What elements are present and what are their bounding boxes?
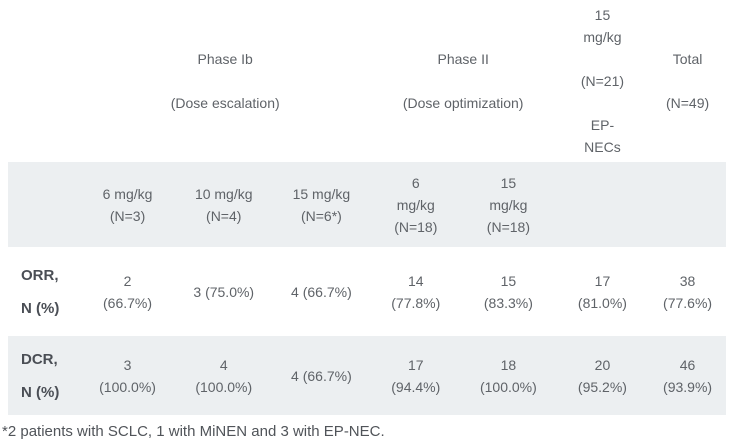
- phase-header-row: Phase Ib (Dose escalation) Phase II (Dos…: [8, 0, 726, 162]
- dcr-value-cell: 4 (100.0%): [195, 356, 253, 395]
- dose-header-6mgkg-n18-cell: 6 mg/kg (N=18): [394, 174, 438, 235]
- dose-header-15mgkg-n18-cell: 15 mg/kg (N=18): [486, 174, 530, 235]
- orr-value-cell: 17 (81.0%): [577, 272, 627, 311]
- dose-header-row: 6 mg/kg (N=3) 10 mg/kg (N=4) 15 mg/kg (N…: [8, 162, 726, 247]
- orr-row-label: ORR, N (%): [21, 266, 60, 317]
- orr-value-cell: 38 (77.6%): [663, 272, 713, 311]
- table-footnote: *2 patients with SCLC, 1 with MiNEN and …: [2, 423, 385, 440]
- orr-table-row: ORR, N (%) 2 (66.7%) 3 (75.0%) 4 (66.7%)…: [8, 247, 726, 336]
- dcr-value-cell: 46 (93.9%): [663, 356, 713, 395]
- dcr-value-cell: 18 (100.0%): [479, 356, 537, 395]
- orr-value-cell: 2 (66.7%): [103, 272, 153, 311]
- dcr-value-cell: 20 (95.2%): [577, 356, 627, 395]
- dose-header-6mgkg-n3-cell: 6 mg/kg (N=3): [102, 185, 153, 224]
- dose-header-empty-cell: [8, 162, 80, 247]
- dose-header-15mgkg-n6-cell: 15 mg/kg (N=6*): [292, 185, 351, 224]
- dose-header-empty-cell: [556, 162, 649, 247]
- dcr-value-cell: 3 (100.0%): [99, 356, 156, 395]
- ep-necs-cohort-header-cell: 15 mg/kg (N=21) EP- NECs: [580, 7, 625, 155]
- dose-header-10mgkg-n4-cell: 10 mg/kg (N=4): [194, 185, 253, 224]
- dcr-value-cell: 17 (94.4%): [391, 356, 441, 395]
- total-header-cell: Total (N=49): [665, 51, 710, 111]
- orr-value-cell: 15 (83.3%): [483, 272, 533, 311]
- orr-value-cell: 14 (77.8%): [391, 272, 441, 311]
- dcr-value-cell: 4 (66.7%): [291, 367, 352, 384]
- dose-header-empty-cell: [649, 162, 726, 247]
- dcr-row-label: DCR, N (%): [21, 350, 60, 401]
- corner-cell: [8, 0, 80, 162]
- phase-ii-header-cell: Phase II (Dose optimization): [402, 51, 524, 111]
- dcr-table-row: DCR, N (%) 3 (100.0%) 4 (100.0%) 4 (66.7…: [8, 336, 726, 415]
- orr-value-cell: 4 (66.7%): [291, 283, 352, 300]
- efficacy-table-container: Phase Ib (Dose escalation) Phase II (Dos…: [8, 0, 726, 415]
- orr-value-cell: 3 (75.0%): [193, 283, 255, 300]
- efficacy-results-table: Phase Ib (Dose escalation) Phase II (Dos…: [8, 0, 726, 415]
- phase-ib-header-cell: Phase Ib (Dose escalation): [170, 51, 280, 111]
